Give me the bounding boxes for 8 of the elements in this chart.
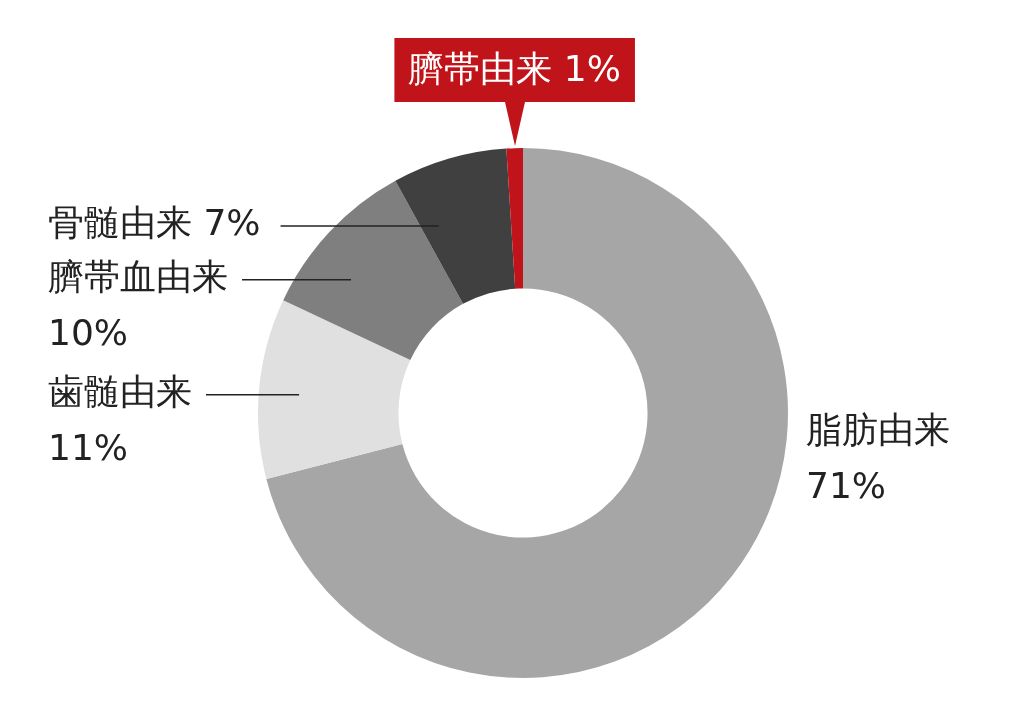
slice-label: 臍帯由来 1% bbox=[408, 48, 621, 90]
slice-label: 骨髄由来 7% bbox=[48, 202, 261, 244]
slice-label: 臍帯血由来 bbox=[48, 256, 228, 298]
data-label: 71% bbox=[806, 465, 887, 507]
slice-label: 歯髄由来 bbox=[48, 371, 192, 413]
data-label: 11% bbox=[48, 427, 129, 469]
slice-label: 脂肪由来 bbox=[806, 409, 950, 451]
data-label: 10% bbox=[48, 312, 129, 354]
